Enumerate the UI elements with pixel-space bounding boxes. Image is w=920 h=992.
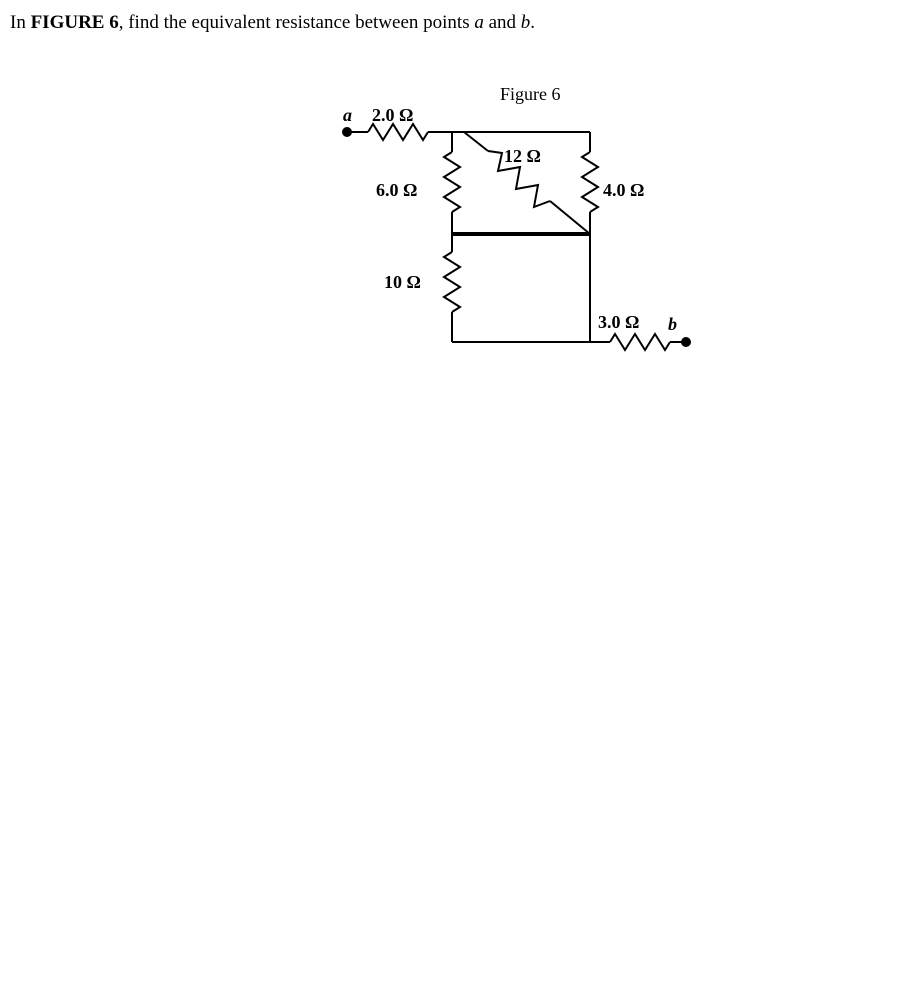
point-a-ref: a bbox=[474, 12, 484, 33]
r5-zigzag bbox=[444, 252, 460, 312]
terminal-b-dot bbox=[682, 338, 690, 346]
circuit-svg bbox=[10, 64, 920, 414]
r3-zigzag bbox=[488, 151, 550, 207]
figure-reference: FIGURE 6 bbox=[31, 12, 119, 33]
problem-suffix: . bbox=[530, 12, 535, 33]
problem-body: , find the equivalent resistance between… bbox=[119, 12, 475, 33]
problem-prefix: In bbox=[10, 12, 31, 33]
r4-zigzag bbox=[582, 152, 598, 212]
circuit-figure: Figure 6 a 2.0 Ω 12 Ω 6.0 Ω 4.0 Ω 10 Ω 3… bbox=[10, 64, 920, 414]
wire-diag-end bbox=[550, 201, 590, 234]
problem-statement: In FIGURE 6, find the equivalent resista… bbox=[10, 12, 910, 34]
r6-zigzag bbox=[610, 334, 670, 350]
wire-diag-start bbox=[464, 132, 488, 151]
r1-zigzag bbox=[368, 124, 428, 140]
problem-and: and bbox=[484, 12, 521, 33]
r2-zigzag bbox=[444, 152, 460, 212]
point-b-ref: b bbox=[521, 12, 531, 33]
